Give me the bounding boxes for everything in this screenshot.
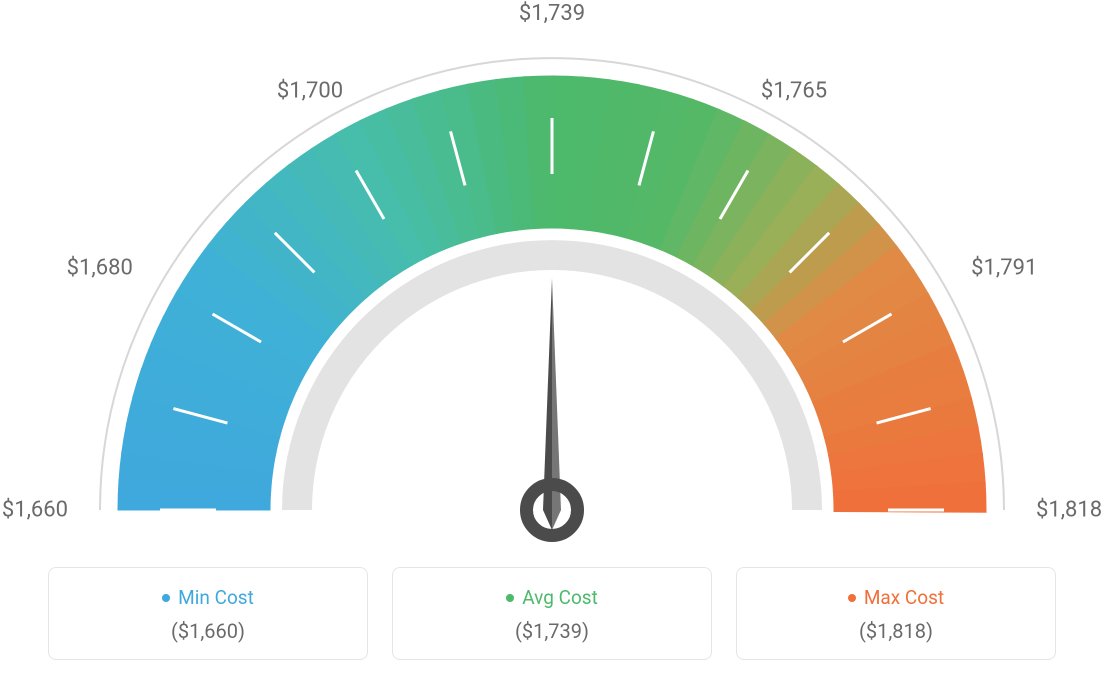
legend-row: Min Cost ($1,660) Avg Cost ($1,739) Max Cost… [0, 567, 1104, 660]
gauge-tick-label: $1,818 [1036, 498, 1102, 523]
legend-card: Max Cost ($1,818) [736, 567, 1056, 660]
gauge-tick-label: $1,700 [277, 78, 343, 103]
legend-card: Min Cost ($1,660) [48, 567, 368, 660]
gauge-tick-label: $1,739 [519, 1, 585, 26]
legend-dot-icon [848, 594, 856, 602]
legend-value: ($1,739) [405, 619, 699, 643]
legend-dot-icon [506, 594, 514, 602]
legend-title-text: Min Cost [178, 586, 254, 609]
legend-value: ($1,660) [61, 619, 355, 643]
legend-title: Max Cost [848, 586, 944, 609]
legend-card: Avg Cost ($1,739) [392, 567, 712, 660]
gauge-tick-label: $1,765 [761, 78, 827, 103]
gauge-tick-label: $1,660 [2, 498, 68, 523]
gauge-svg [0, 10, 1104, 570]
gauge-container: $1,660$1,680$1,700$1,739$1,765$1,791$1,8… [0, 10, 1104, 530]
gauge-tick-label: $1,791 [971, 256, 1037, 281]
legend-title: Avg Cost [506, 586, 598, 609]
legend-value: ($1,818) [749, 619, 1043, 643]
legend-title-text: Max Cost [864, 586, 944, 609]
legend-dot-icon [162, 594, 170, 602]
legend-title-text: Avg Cost [522, 586, 598, 609]
legend-title: Min Cost [162, 586, 254, 609]
gauge-tick-label: $1,680 [67, 256, 133, 281]
